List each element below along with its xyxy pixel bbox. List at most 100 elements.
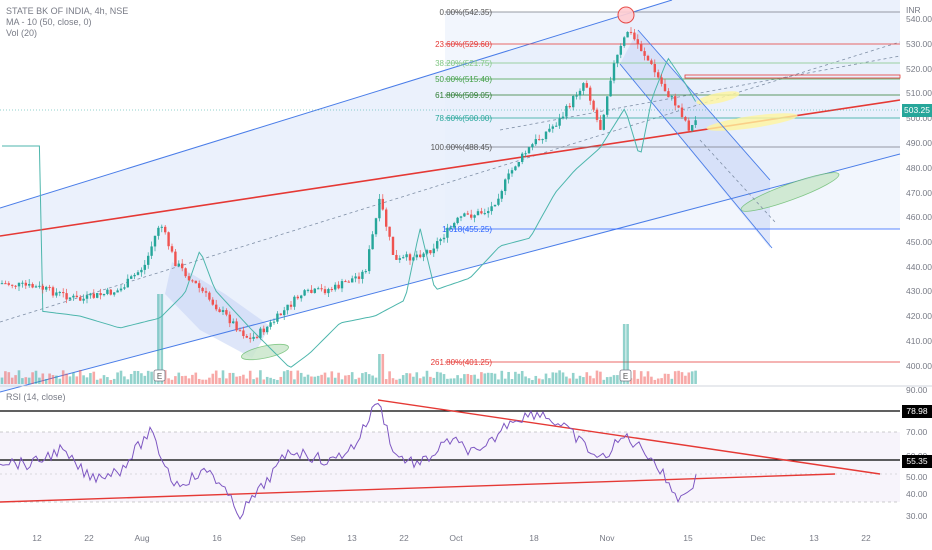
candle-body [388,226,391,237]
candle-body [650,60,653,64]
volume-bar [320,374,323,384]
channel-mid-line[interactable] [0,41,901,323]
volume-bar [636,378,640,384]
candle-body [395,254,398,260]
volume-bar [218,377,221,384]
volume-bar [279,376,283,384]
earnings-marker-2[interactable]: E [619,369,632,382]
fib-label-236: 23.60%(529.60) [435,40,492,49]
candle-body [487,211,490,214]
volume-bar [167,378,170,384]
time-axis[interactable]: 12 22 Aug 16 Sep 13 22 Oct 18 Nov 15 Dec… [32,533,871,543]
volume-bar [214,370,218,384]
candle-body [517,161,520,167]
volume-bar [17,370,21,384]
volume-bar [357,377,361,384]
candle-body [466,213,469,215]
price-tick: 510.00 [906,88,932,98]
candle-body [589,87,592,101]
channel-upper-line[interactable] [0,0,673,209]
volume-bar [673,371,677,384]
candle-body [412,257,415,261]
volume-legend[interactable]: Vol (20) [6,28,38,38]
candle-body [99,293,102,296]
candle-body [28,284,31,286]
volume-bar [446,378,449,384]
candle-body [153,235,157,247]
rsi-legend[interactable]: RSI (14, close) [6,392,66,402]
candle-body [626,31,629,38]
volume-bar [24,377,28,384]
volume-bar [473,374,476,384]
candle-body [582,83,585,91]
candle-body [313,288,316,293]
volume-bar [126,379,130,384]
candle-body [164,226,167,233]
candle-body [130,276,133,279]
volume-bar [282,371,286,384]
candle-body [123,287,126,289]
rsi-downtrend-line[interactable] [377,399,881,475]
earnings-marker-1[interactable]: E [153,369,166,382]
volume-bar [330,371,334,384]
volume-bar [242,374,245,384]
candle-body [378,198,381,219]
candle-body [259,328,262,338]
rsi-tick: 50.00 [906,472,928,482]
time-tick: 15 [683,533,693,543]
volume-bar [439,372,442,384]
candle-body [391,236,395,255]
volume-bar [174,376,177,384]
candles[interactable] [0,27,697,343]
candle-body [667,91,670,98]
volume-bar [38,377,41,384]
volume-bar [585,372,589,384]
candle-body [31,284,34,288]
flag-lower-line [619,63,773,249]
candle-body [514,166,517,171]
volume-bar [316,375,320,384]
volume-bar [327,377,330,384]
volume-bar [310,376,313,384]
candle-body [510,170,514,174]
candle-body [548,128,551,132]
candle-body [334,284,337,290]
candle-body [385,209,388,227]
candle-body [636,39,639,45]
candle-body [354,276,357,279]
candle-body [504,179,507,192]
volume-bar [660,378,663,384]
candle-body [201,287,204,292]
volume-bar [102,375,106,384]
candle-body [405,254,408,258]
candle-body [187,276,191,281]
ma-legend[interactable]: MA - 10 (50, close, 0) [6,17,92,27]
last-price-tag: 503.25 [902,104,932,117]
rsi-uptrend-line[interactable] [0,473,836,503]
candle-body [337,284,340,289]
candle-body [34,286,38,288]
symbol-title[interactable]: STATE BK OF INDIA, 4h, NSE [6,6,129,16]
candle-body [150,246,153,256]
candle-body [45,286,48,290]
candle-body [691,125,694,131]
volume-bar [82,375,85,384]
candle-body [286,304,289,311]
candle-body [419,254,422,258]
volume-bar [106,377,109,384]
volume-bar [602,379,606,384]
candle-body [221,310,225,313]
candle-body [72,295,75,298]
volume-bar [289,370,293,384]
volume-bar [48,373,51,384]
candle-body [14,285,17,287]
price-axis[interactable]: INR 540.00 530.00 520.00 510.00 500.00 4… [906,5,932,395]
volume-bar [296,370,300,384]
volume-bar [684,375,687,384]
time-tick: Oct [449,533,463,543]
channel-lower-line[interactable] [0,153,901,393]
rsi-axis[interactable]: 70.00 60.00 50.00 40.00 30.00 [906,427,928,521]
volume-bar [41,373,45,384]
volume-bar [27,377,31,384]
